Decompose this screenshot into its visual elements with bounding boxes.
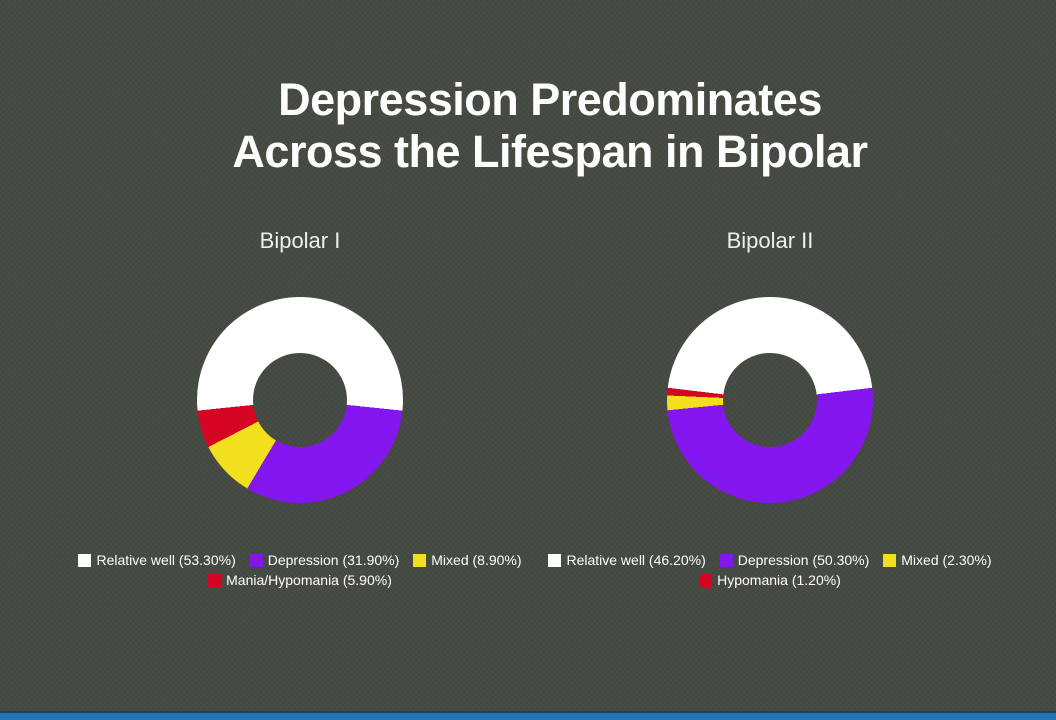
legend-item: Mixed (2.30%)	[883, 552, 992, 568]
legend-item: Relative well (46.20%)	[548, 552, 706, 568]
legend-item: Depression (50.30%)	[719, 552, 870, 568]
legend-bipolar-1: Relative well (53.30%) Depression (31.90%…	[70, 553, 530, 587]
legend-item: Hypomania (1.20%)	[699, 573, 841, 587]
legend-label: Mixed (8.90%)	[431, 552, 522, 568]
legend-swatch-icon	[883, 553, 897, 567]
legend-label: Relative well (53.30%)	[96, 552, 236, 568]
legend-swatch-icon	[208, 573, 222, 587]
donut-hole-bipolar-2	[723, 353, 817, 447]
legend-swatch-icon	[719, 553, 733, 567]
legend-label: Depression (50.30%)	[737, 552, 870, 568]
donut-hole-bipolar-1	[253, 353, 347, 447]
legend-label: Depression (31.90%)	[267, 552, 400, 568]
slide-title-line2: Across the Lifespan in Bipolar	[232, 126, 868, 177]
legend-label: Mania/Hypomania (5.90%)	[226, 572, 392, 588]
chart-title-bipolar-1: Bipolar I	[259, 228, 341, 253]
legend-item: Mixed (8.90%)	[413, 552, 522, 568]
legend-item: Relative well (53.30%)	[78, 552, 236, 568]
legend-label: Mixed (2.30%)	[901, 552, 992, 568]
legend-swatch-icon	[249, 553, 263, 567]
donut-chart-bipolar-2	[667, 297, 873, 503]
legend-swatch-icon	[548, 553, 562, 567]
donut-chart-bipolar-1	[197, 297, 403, 503]
chart-bipolar-2: Bipolar II Relative well (46.20%) Depress…	[540, 227, 1000, 587]
chart-title-bipolar-2: Bipolar II	[726, 228, 814, 253]
legend-swatch-icon	[699, 573, 713, 587]
legend-item: Depression (31.90%)	[249, 552, 400, 568]
chart-bipolar-1: Bipolar I Relative well (53.30%) Depressi…	[70, 227, 530, 587]
legend-label: Hypomania (1.20%)	[717, 572, 841, 588]
legend-label: Relative well (46.20%)	[566, 552, 706, 568]
legend-swatch-icon	[413, 553, 427, 567]
legend-item: Mania/Hypomania (5.90%)	[208, 573, 392, 587]
slide-title: Depression Predominates Across the Lifes…	[44, 74, 1056, 178]
slide-title-line1: Depression Predominates	[278, 74, 822, 125]
bottom-accent-bar	[0, 711, 1056, 720]
legend-bipolar-2: Relative well (46.20%) Depression (50.30%…	[540, 553, 1000, 587]
legend-swatch-icon	[78, 553, 92, 567]
